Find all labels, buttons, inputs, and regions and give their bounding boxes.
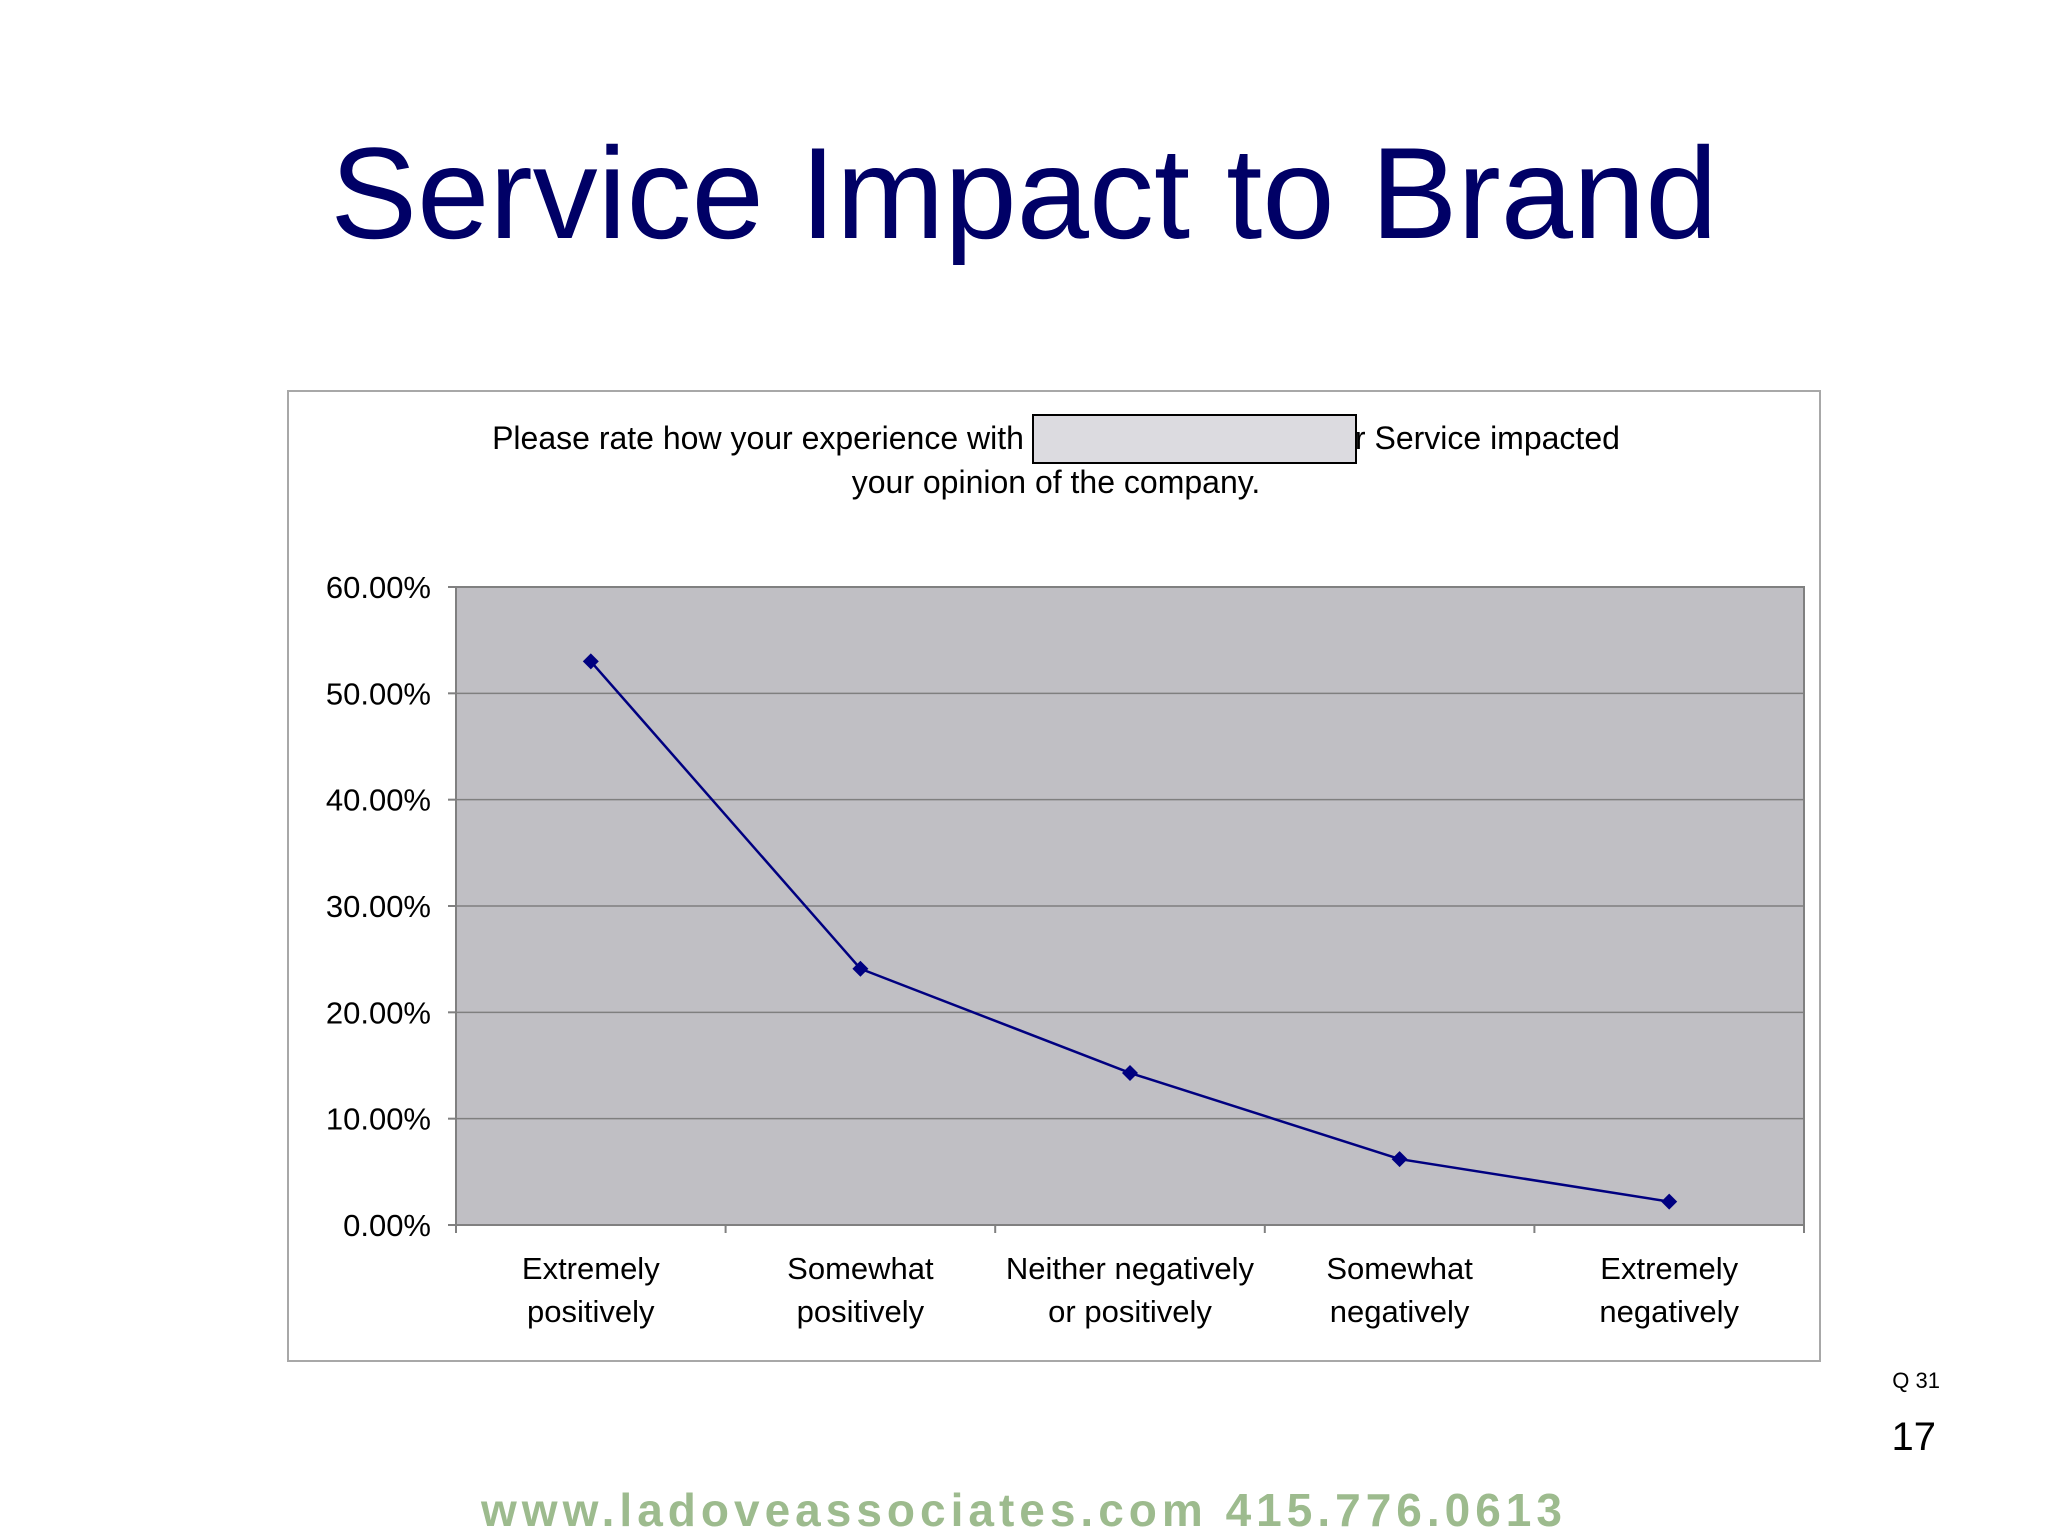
footer-contact: www.ladoveassociates.com 415.776.0613	[481, 1484, 1567, 1536]
y-tick-labels: 0.00% 10.00% 20.00% 30.00% 40.00% 50.00% 60.00…	[326, 570, 431, 1243]
page-number: 17	[1891, 1415, 1937, 1459]
x-tick-labels: Extremely positively Somewhat positively Nei…	[522, 1251, 1740, 1329]
slide-title: Service Impact to Brand	[330, 120, 1718, 266]
x-tick-label: Extremely positively	[522, 1251, 660, 1329]
chart-title-part-right: r Service impacted	[1354, 420, 1620, 456]
data-point	[1122, 1064, 1138, 1081]
y-tick-label: 20.00%	[326, 995, 431, 1030]
redaction-box	[1032, 414, 1357, 464]
question-reference: Q 31	[1892, 1368, 1940, 1393]
x-tick-label: Neither negatively or positively	[1006, 1251, 1255, 1329]
chart-title-line-1: Please rate how your experience with r Se…	[289, 416, 1823, 460]
data-point	[582, 653, 599, 670]
y-tick-label: 10.00%	[326, 1102, 431, 1137]
chart-title-line-2: your opinion of the company.	[851, 464, 1261, 500]
chart-title-part-left: Please rate how your experience with	[492, 420, 1024, 456]
line-chart: 0.00% 10.00% 20.00% 30.00% 40.00% 50.00% 60.00…	[326, 570, 1805, 1329]
x-tick-label: Extremely negatively	[1599, 1251, 1739, 1329]
y-tick-label: 60.00%	[326, 570, 431, 605]
axes	[448, 586, 1805, 1233]
chart-frame: Please rate how your experience with r Se…	[287, 390, 1821, 1362]
data-point	[1391, 1151, 1408, 1168]
data-point	[1661, 1193, 1678, 1210]
y-tick-label: 50.00%	[326, 676, 431, 711]
y-tick-label: 0.00%	[343, 1208, 431, 1243]
x-tick-label: Somewhat positively	[787, 1251, 934, 1329]
y-tick-label: 40.00%	[326, 783, 431, 818]
data-points	[582, 653, 1678, 1210]
y-tick-label: 30.00%	[326, 889, 431, 924]
data-point	[852, 960, 869, 977]
x-tick-label: Somewhat negatively	[1326, 1251, 1473, 1329]
gridlines	[456, 692, 1804, 1120]
